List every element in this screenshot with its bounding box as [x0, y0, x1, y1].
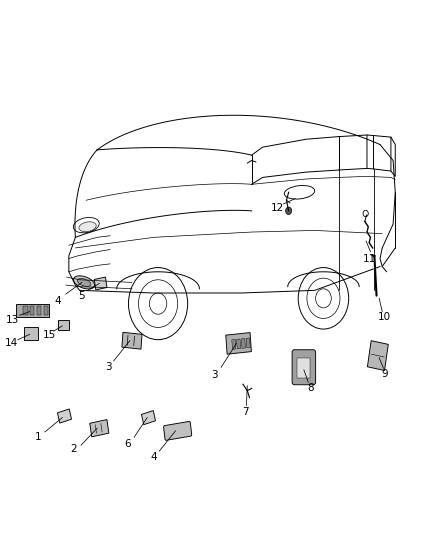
FancyBboxPatch shape [164, 422, 192, 440]
Bar [297, 358, 311, 378]
Text: 15: 15 [42, 330, 56, 341]
Text: 13: 13 [6, 314, 19, 325]
Bar [237, 339, 241, 349]
Bar [16, 304, 49, 317]
Text: 8: 8 [307, 383, 314, 393]
Circle shape [286, 207, 292, 215]
Bar [141, 410, 155, 425]
Bar [246, 338, 250, 348]
Text: 14: 14 [4, 338, 18, 349]
FancyBboxPatch shape [292, 350, 316, 385]
Text: 2: 2 [70, 445, 77, 455]
Text: 4: 4 [150, 453, 157, 463]
Bar [367, 341, 389, 370]
Bar [241, 338, 245, 349]
Bar [57, 409, 71, 423]
Bar [58, 319, 69, 330]
Ellipse shape [79, 222, 96, 232]
Text: 5: 5 [78, 290, 85, 301]
Bar [37, 306, 42, 315]
Bar [94, 277, 107, 290]
Bar [44, 306, 48, 315]
Text: 7: 7 [242, 407, 248, 417]
Bar [122, 332, 142, 349]
Bar [226, 333, 251, 354]
Ellipse shape [78, 278, 91, 286]
Bar [30, 306, 35, 315]
Bar [25, 327, 38, 340]
Bar [23, 306, 28, 315]
Text: 1: 1 [35, 432, 42, 442]
Text: 3: 3 [212, 370, 218, 380]
Bar [90, 419, 109, 437]
Text: 12: 12 [271, 203, 284, 213]
Ellipse shape [74, 276, 95, 289]
Bar [232, 340, 236, 349]
Text: 11: 11 [363, 254, 376, 263]
Text: 3: 3 [105, 362, 111, 372]
Text: 6: 6 [124, 439, 131, 449]
Text: 9: 9 [381, 369, 388, 378]
Text: 10: 10 [378, 312, 391, 322]
Text: 4: 4 [55, 296, 61, 306]
